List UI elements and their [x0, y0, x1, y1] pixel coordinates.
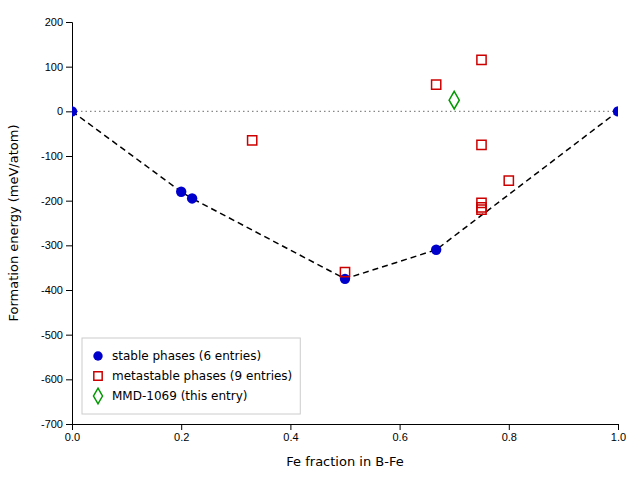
- legend-label: stable phases (6 entries): [112, 349, 261, 363]
- point: [72, 106, 77, 116]
- x-tick-label: 0.4: [283, 431, 298, 443]
- y-tick: -700: [41, 418, 72, 430]
- y-tick: -400: [41, 284, 72, 296]
- legend-symbol: [93, 351, 102, 360]
- y-tick: -200: [41, 195, 72, 207]
- x-tick: 0.4: [283, 424, 298, 443]
- x-tick: 0.8: [502, 424, 517, 443]
- y-tick-label: -700: [41, 418, 63, 430]
- y-tick: 0: [57, 105, 72, 117]
- y-axis-line: [66, 23, 73, 425]
- x-tick-mark: [290, 424, 291, 430]
- point: [477, 205, 486, 214]
- y-tick-mark: [66, 245, 72, 246]
- y-tick-mark: [66, 335, 72, 336]
- y-tick: -600: [41, 373, 72, 385]
- x-tick: 0.0: [65, 424, 80, 443]
- hull-line: [72, 111, 618, 279]
- point: [248, 136, 257, 145]
- y-tick-mark: [66, 424, 72, 425]
- point: [613, 106, 618, 116]
- x-axis-title: Fe fraction in B-Fe: [286, 454, 403, 469]
- y-tick-label: -600: [41, 373, 63, 385]
- x-tick: 0.6: [392, 424, 407, 443]
- x-tick-mark: [509, 424, 510, 430]
- y-tick-label: 100: [45, 61, 63, 73]
- y-tick-mark: [66, 67, 72, 68]
- legend-symbol: [94, 372, 102, 380]
- y-tick-label: -300: [41, 239, 63, 251]
- chart: 0.0 0.2 0.4 0.6 0.8 1.0 -700 -600 -500 -400 -300 -2…: [0, 0, 640, 480]
- series-points: [248, 55, 514, 276]
- x-tick-mark: [181, 424, 182, 430]
- y-tick-mark: [66, 111, 72, 112]
- x-tick-label: 0.2: [174, 431, 189, 443]
- y-tick-label: -400: [41, 284, 63, 296]
- y-tick-label: -200: [41, 195, 63, 207]
- y-tick-mark: [66, 22, 72, 23]
- legend-box: [82, 338, 300, 414]
- point: [340, 268, 349, 277]
- x-tick-label: 0.6: [392, 431, 407, 443]
- plot-area: [72, 55, 618, 284]
- point: [477, 203, 486, 212]
- x-tick: 1.0: [611, 424, 626, 443]
- point: [432, 80, 441, 89]
- point: [176, 187, 186, 197]
- x-tick: 0.2: [174, 424, 189, 443]
- reference-line: [72, 111, 618, 112]
- series-points: [72, 106, 618, 284]
- y-tick-label: -500: [41, 329, 63, 341]
- x-tick-mark: [618, 424, 619, 430]
- legend-symbol: [94, 388, 103, 404]
- x-tick-label: 1.0: [611, 431, 626, 443]
- y-tick: 100: [45, 61, 72, 73]
- point: [187, 193, 197, 203]
- series-points: [449, 91, 459, 109]
- y-tick-mark: [66, 290, 72, 291]
- x-tick-mark: [400, 424, 401, 430]
- y-tick-mark: [66, 201, 72, 202]
- legend-label: metastable phases (9 entries): [112, 369, 292, 383]
- legend: stable phases (6 entries) metastable phas…: [82, 338, 300, 414]
- y-axis: -700 -600 -500 -400 -300 -200 -100 0 100 200: [41, 16, 73, 430]
- y-tick-mark: [66, 379, 72, 380]
- y-tick-label: 200: [45, 16, 63, 28]
- point: [504, 176, 513, 185]
- legend-label: MMD-1069 (this entry): [112, 389, 247, 403]
- y-tick-label: -100: [41, 150, 63, 162]
- y-axis-title: Formation energy (meV/atom): [6, 125, 21, 322]
- x-tick-label: 0.0: [65, 431, 80, 443]
- point: [340, 274, 350, 284]
- x-axis-line: [73, 425, 619, 431]
- y-tick: 200: [45, 16, 72, 28]
- point: [449, 91, 459, 109]
- y-tick: -100: [41, 150, 72, 162]
- y-tick: -500: [41, 329, 72, 341]
- point: [477, 140, 486, 149]
- y-tick-label: 0: [57, 105, 63, 117]
- y-tick-mark: [66, 156, 72, 157]
- point: [431, 245, 441, 255]
- x-axis: 0.0 0.2 0.4 0.6 0.8 1.0: [65, 424, 626, 443]
- x-tick-label: 0.8: [502, 431, 517, 443]
- y-tick: -300: [41, 239, 72, 251]
- point: [477, 55, 486, 64]
